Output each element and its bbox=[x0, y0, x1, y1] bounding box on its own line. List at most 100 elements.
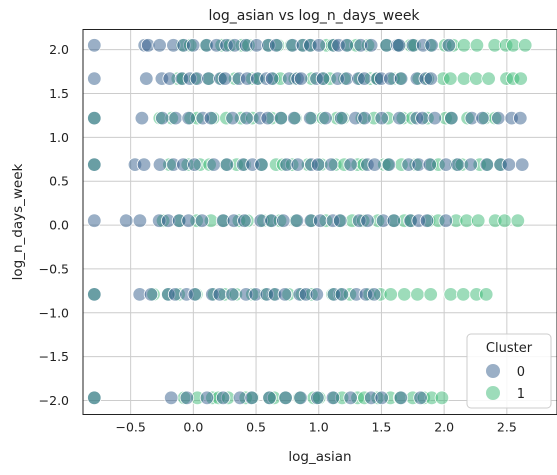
point-cluster-0 bbox=[276, 213, 291, 228]
point-cluster-0 bbox=[239, 110, 254, 126]
legend-label-cluster-0: 0 bbox=[517, 365, 525, 380]
point-cluster-0 bbox=[203, 110, 219, 126]
point-cluster-0 bbox=[187, 157, 202, 172]
point-cluster-0 bbox=[269, 38, 284, 53]
point-cluster-0 bbox=[264, 71, 280, 86]
point-cluster-1 bbox=[443, 71, 458, 86]
point-cluster-0 bbox=[367, 157, 382, 172]
point-cluster-0 bbox=[513, 110, 528, 126]
point-cluster-0 bbox=[419, 213, 435, 228]
x-tick-label: 1.0 bbox=[309, 420, 329, 435]
legend-swatch-cluster-0 bbox=[486, 364, 500, 378]
point-cluster-0 bbox=[422, 157, 438, 172]
x-tick-label: 0.5 bbox=[246, 420, 266, 435]
point-cluster-0 bbox=[313, 213, 328, 228]
point-cluster-0 bbox=[185, 38, 201, 53]
point-cluster-0 bbox=[357, 110, 372, 126]
point-cluster-0 bbox=[343, 390, 358, 406]
point-cluster-0 bbox=[309, 287, 325, 302]
point-cluster-0 bbox=[163, 390, 179, 406]
point-cluster-0 bbox=[262, 390, 277, 406]
point-cluster-0 bbox=[339, 38, 355, 53]
point-cluster-1 bbox=[481, 71, 496, 86]
point-cluster-0 bbox=[311, 38, 327, 53]
y-axis-ticks: −2.0 −1.5 −1.0 −0.5 0.0 0.5 1.0 1.5 2.0 bbox=[39, 42, 69, 408]
point-cluster-1 bbox=[443, 287, 458, 302]
point-cluster-0 bbox=[254, 157, 269, 172]
y-tick-label: −1.5 bbox=[39, 349, 69, 364]
point-cluster-1 bbox=[471, 213, 486, 228]
point-cluster-0 bbox=[444, 110, 459, 126]
point-cluster-0 bbox=[219, 157, 235, 172]
point-cluster-0 bbox=[118, 213, 134, 228]
point-cluster-0 bbox=[277, 287, 293, 302]
point-cluster-0 bbox=[155, 110, 170, 126]
point-cluster-1 bbox=[510, 213, 526, 228]
point-cluster-0 bbox=[366, 287, 382, 302]
point-cluster-0 bbox=[152, 38, 167, 53]
x-axis-ticks: −0.5 0.0 0.5 1.0 1.5 2.0 2.5 bbox=[115, 420, 516, 435]
point-cluster-0 bbox=[87, 213, 102, 228]
point-cluster-0 bbox=[215, 390, 231, 406]
point-cluster-0 bbox=[132, 213, 148, 228]
point-cluster-0 bbox=[168, 110, 183, 126]
point-cluster-0 bbox=[217, 71, 233, 86]
point-cluster-0 bbox=[289, 213, 305, 228]
point-cluster-0 bbox=[427, 110, 443, 126]
legend-title: Cluster bbox=[486, 341, 533, 356]
plot-frame bbox=[82, 29, 557, 415]
point-cluster-0 bbox=[393, 71, 409, 86]
y-tick-label: −0.5 bbox=[39, 261, 69, 276]
point-cluster-0 bbox=[273, 110, 289, 126]
point-cluster-0 bbox=[392, 110, 407, 126]
point-cluster-0 bbox=[413, 390, 428, 406]
point-cluster-0 bbox=[136, 157, 152, 172]
x-tick-label: 2.5 bbox=[497, 420, 517, 435]
x-tick-label: 2.0 bbox=[434, 420, 454, 435]
point-cluster-1 bbox=[479, 287, 494, 302]
legend-swatch-cluster-1 bbox=[486, 386, 500, 400]
point-cluster-0 bbox=[501, 157, 517, 172]
point-cluster-0 bbox=[87, 71, 102, 86]
point-cluster-0 bbox=[87, 390, 102, 406]
y-tick-label: 2.0 bbox=[49, 42, 69, 57]
series-cluster-0 bbox=[87, 38, 530, 406]
point-cluster-0 bbox=[194, 213, 210, 228]
point-cluster-0 bbox=[290, 157, 306, 172]
point-cluster-0 bbox=[310, 157, 326, 172]
point-cluster-1 bbox=[397, 287, 412, 302]
point-cluster-0 bbox=[360, 213, 375, 228]
point-cluster-0 bbox=[491, 110, 506, 126]
point-cluster-1 bbox=[497, 213, 512, 228]
point-cluster-0 bbox=[278, 390, 293, 406]
x-tick-label: −0.5 bbox=[115, 420, 145, 435]
point-cluster-0 bbox=[225, 287, 240, 302]
chart-title: log_asian vs log_n_days_week bbox=[208, 8, 420, 24]
point-cluster-1 bbox=[513, 71, 528, 86]
point-cluster-0 bbox=[181, 110, 196, 126]
point-cluster-1 bbox=[506, 38, 521, 53]
point-cluster-0 bbox=[212, 287, 228, 302]
point-cluster-0 bbox=[187, 287, 203, 302]
point-cluster-0 bbox=[391, 38, 407, 53]
point-cluster-0 bbox=[381, 157, 397, 172]
point-cluster-1 bbox=[518, 38, 533, 53]
point-cluster-0 bbox=[415, 110, 430, 126]
y-tick-label: 0.5 bbox=[49, 174, 69, 189]
point-cluster-1 bbox=[383, 287, 398, 302]
point-cluster-0 bbox=[374, 390, 389, 406]
point-cluster-0 bbox=[374, 110, 389, 126]
point-cluster-0 bbox=[393, 390, 409, 406]
point-cluster-0 bbox=[87, 110, 102, 126]
y-tick-label: −1.0 bbox=[39, 305, 69, 320]
point-cluster-1 bbox=[456, 38, 472, 53]
point-cluster-0 bbox=[324, 157, 339, 172]
y-tick-label: 0.0 bbox=[49, 218, 69, 233]
point-cluster-0 bbox=[181, 213, 196, 228]
point-cluster-0 bbox=[357, 71, 372, 86]
point-cluster-0 bbox=[479, 157, 495, 172]
point-cluster-0 bbox=[87, 157, 102, 172]
point-cluster-0 bbox=[139, 71, 154, 86]
point-cluster-1 bbox=[456, 71, 472, 86]
